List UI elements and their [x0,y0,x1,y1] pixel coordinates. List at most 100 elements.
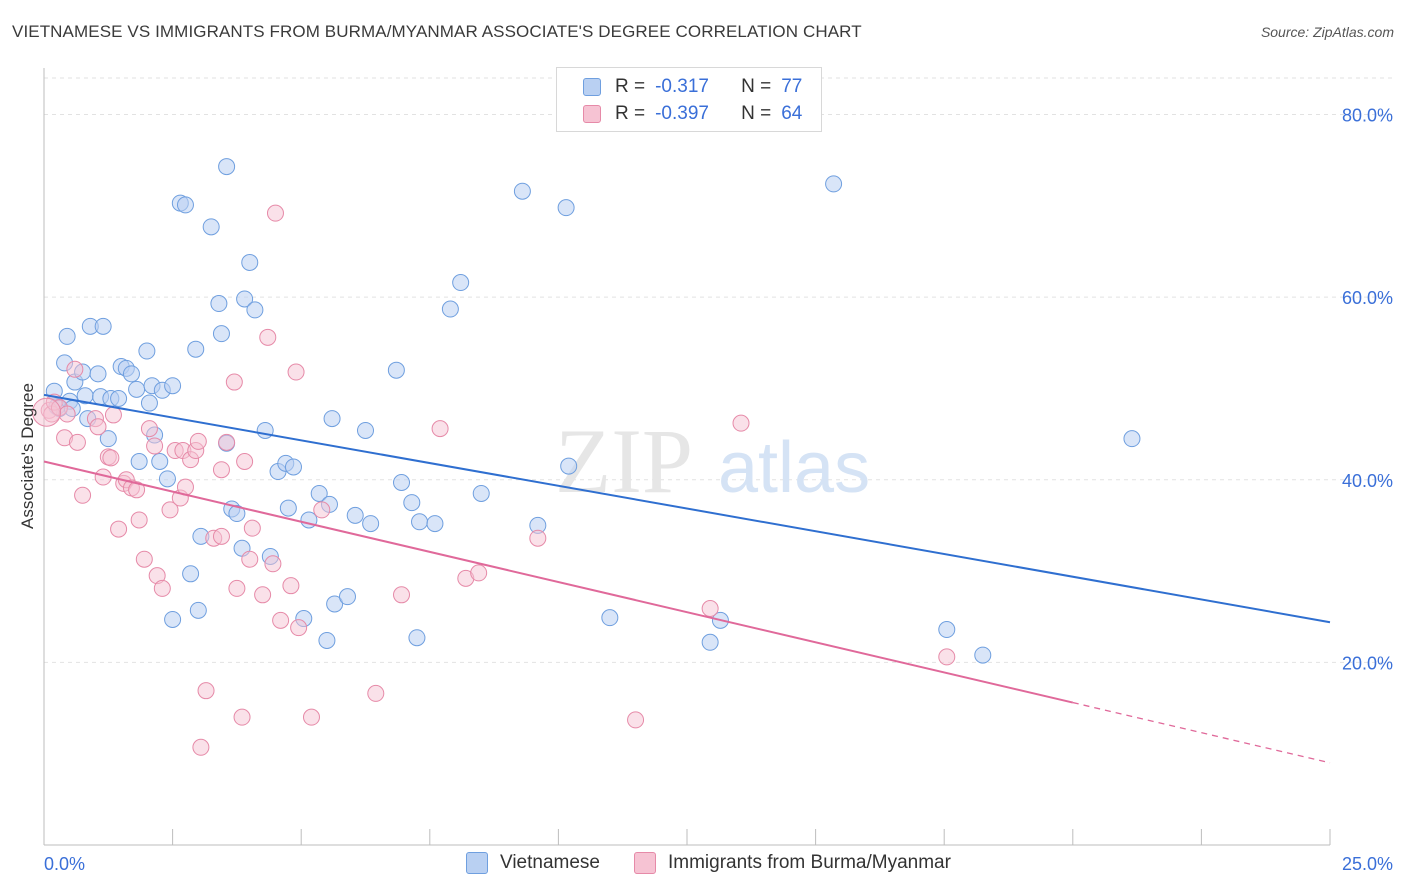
burma-point [259,328,277,346]
burma-point [236,453,254,470]
n-label: N = [741,76,772,97]
burma-point [153,579,171,597]
vietnamese-point [228,505,246,523]
vietnamese-point [176,196,194,214]
burma-point [32,397,62,427]
n-value: 77 [781,76,803,97]
y-tick-label: 20.0% [1342,653,1393,673]
vietnamese-point [122,365,140,383]
burma-point [135,550,153,568]
series-legend: Vietnamese Immigrants from Burma/Myanmar [0,852,1406,876]
r-value: -0.397 [655,103,709,124]
vietnamese-point [338,588,356,606]
vietnamese-point [411,513,429,531]
vietnamese-point [182,565,200,583]
vietnamese-point [210,295,228,313]
vietnamese-point [310,484,328,502]
burma-point [110,520,128,538]
vietnamese-point [403,494,421,512]
vietnamese-point [279,499,297,517]
burma-point [58,405,76,423]
vietnamese-point [110,389,128,407]
vietnamese-point [346,506,364,524]
blue-swatch [466,852,488,874]
burma-point [287,363,305,381]
y-tick-label: 40.0% [1342,471,1393,491]
vietnamese-point [938,621,956,639]
vietnamese-trend-line [43,393,1331,624]
r-label: R = [615,76,646,97]
burma-point [701,600,719,618]
burma-point [102,449,120,467]
y-axis-label: Associate's Degree [18,383,37,529]
burma-trend-line [43,460,1074,704]
vietnamese-point [393,474,411,492]
burma-point [225,373,243,391]
burma-point [302,708,320,726]
vietnamese-point [138,342,156,360]
burma-point [529,529,547,547]
pink-swatch [634,852,656,874]
blue-swatch [583,78,601,96]
burma-point [272,611,290,629]
vietnamese-point [318,631,336,649]
burma-point [233,708,251,726]
vietnamese-point [164,377,182,395]
vietnamese-point [246,301,264,319]
vietnamese-point [557,199,575,217]
vietnamese-point [513,182,531,200]
vietnamese-point [241,253,259,271]
vietnamese-point [452,274,470,292]
vietnamese-point [701,633,719,651]
legend-label-burma: Immigrants from Burma/Myanmar [668,852,951,873]
x-tick-label: 0.0% [44,854,85,874]
burma-point [290,619,308,637]
burma-point [66,360,84,378]
burma-point [732,414,750,432]
burma-point [282,577,300,595]
n-label: N = [741,103,772,124]
pink-swatch [583,105,601,123]
burma-point [431,420,449,438]
burma-point [192,738,210,756]
vietnamese-point [357,421,374,439]
vietnamese-point [256,421,274,439]
vietnamese-point [130,453,148,470]
vietnamese-point [164,610,182,628]
burma-point [313,501,331,519]
burma-point [74,486,92,504]
watermark-zip: ZIP [555,410,693,512]
stats-row-burma: R = -0.397 N = 64 [583,102,802,126]
burma-point [189,432,207,450]
burma-point [128,481,146,499]
burma-point [264,555,282,573]
axes [43,68,1331,846]
burma-point [218,433,236,451]
vietnamese-point [151,453,169,470]
vietnamese-point [323,410,341,428]
burma-point [241,550,259,568]
vietnamese-point [825,175,843,193]
burma-point [212,527,230,545]
vietnamese-point [472,484,490,502]
vietnamese-point [560,457,578,475]
vietnamese-point [99,430,117,448]
burma-point [68,433,86,451]
vietnamese-point [362,515,380,533]
vietnamese-point [426,515,444,533]
burma-point [212,461,230,479]
source-credit: Source: ZipAtlas.com [1260,24,1394,40]
burma-point [938,648,956,666]
vietnamese-point [212,325,230,343]
r-value: -0.317 [655,76,709,97]
grid-lines [44,77,1392,663]
stats-row-vietnamese: R = -0.317 N = 77 [583,75,802,99]
vietnamese-point [601,609,619,627]
burma-point [228,579,246,597]
n-value: 64 [781,103,803,124]
burma-point [367,684,385,702]
legend-item-vietnamese: Vietnamese [466,852,600,874]
vietnamese-point [140,394,158,412]
vietnamese-point [326,595,344,613]
